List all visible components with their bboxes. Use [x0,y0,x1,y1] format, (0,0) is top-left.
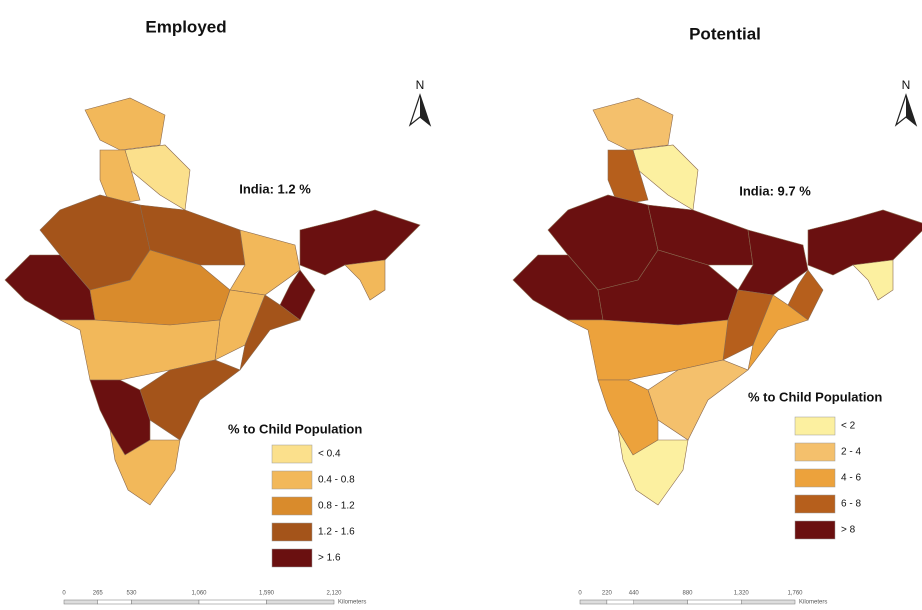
legend-label: 0.4 - 0.8 [318,475,355,486]
scale-tick: 440 [629,591,640,597]
region [617,429,689,506]
legend-title: % to Child Population [228,421,362,436]
scale-tick: 265 [93,591,104,597]
scale-tick: 1,060 [191,591,207,597]
scale-tick: 0 [62,591,66,597]
legend-label: 0.8 - 1.2 [318,501,355,512]
annotation: India: 1.2 % [239,181,311,196]
region [344,259,386,301]
legend-swatch [794,416,836,436]
legend-title: % to Child Population [748,389,882,404]
scale-tick: 530 [126,591,137,597]
scale-tick: 220 [602,591,613,597]
north-arrow [420,95,430,125]
legend-label: < 0.4 [318,449,341,460]
legend-swatch [271,444,313,464]
region [109,429,181,506]
scale-segment [579,599,608,605]
scale-tick: 1,320 [734,591,750,597]
region [807,209,922,276]
scale-unit: Kilometers [338,600,366,606]
region [299,209,421,276]
legend-label: > 1.6 [318,553,341,564]
annotation: India: 9.7 % [739,183,811,198]
legend-swatch [794,468,836,488]
scale-segment [633,599,688,605]
scale-tick: 880 [682,591,693,597]
map-panel: Potential India: 9.7 % N % to Child Popu… [512,24,922,606]
scale-tick: 2,120 [326,591,342,597]
scale-segment [131,599,200,605]
legend-label: > 8 [841,525,856,536]
north-label: N [902,78,911,92]
india-map [512,97,922,506]
legend-swatch [271,470,313,490]
scale-tick: 0 [578,591,582,597]
north-label: N [416,78,425,92]
region [84,97,166,151]
legend-swatch [271,496,313,516]
scale-segment [741,599,796,605]
legend-label: < 2 [841,421,856,432]
scale-tick: 1,590 [259,591,275,597]
north-arrow [906,95,916,125]
region [592,97,674,151]
scale-segment [198,599,267,605]
legend-label: 4 - 6 [841,473,861,484]
legend-swatch [271,522,313,542]
map-title: Potential [689,24,761,43]
legend-label: 6 - 8 [841,499,861,510]
legend-swatch [794,520,836,540]
map-panel: Employed India: 1.2 % N % to Child Popul… [4,17,432,606]
scale-segment [97,599,132,605]
legend-swatch [794,442,836,462]
scale-segment [687,599,742,605]
scale-segment [63,599,98,605]
map-title: Employed [145,17,226,36]
legend-label: 1.2 - 1.6 [318,527,355,538]
legend-swatch [271,548,313,568]
legend-label: 2 - 4 [841,447,861,458]
scale-tick: 1,760 [787,591,803,597]
scale-segment [266,599,335,605]
legend-swatch [794,494,836,514]
scale-segment [606,599,634,605]
scale-unit: Kilometers [799,600,827,606]
region [852,259,894,301]
india-map [4,97,421,506]
